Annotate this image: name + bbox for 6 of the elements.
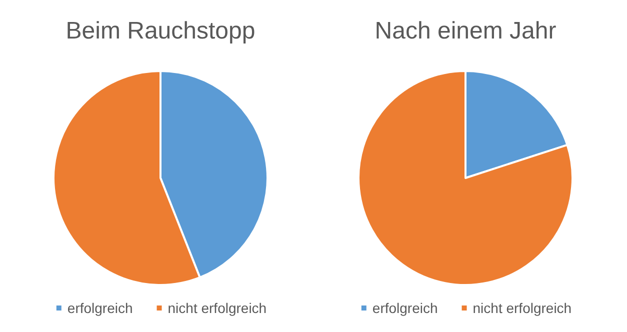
legend-label: erfolgreich [372, 300, 438, 316]
chart-title: Nach einem Jahr [374, 18, 556, 44]
chart-title: Beim Rauchstopp [66, 18, 256, 44]
legend-label: nicht erfolgreich [472, 300, 572, 316]
legend-label: nicht erfolgreich [168, 300, 267, 316]
legend-label: erfolgreich [67, 300, 133, 316]
